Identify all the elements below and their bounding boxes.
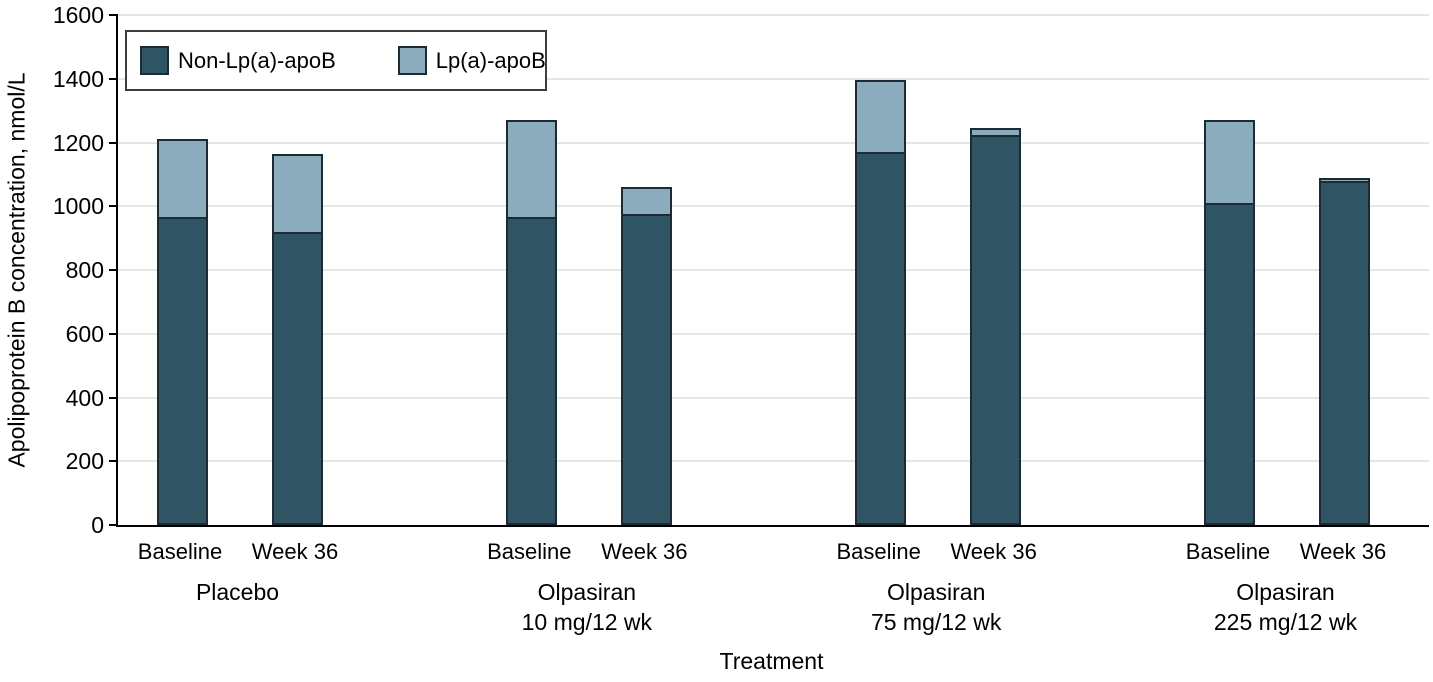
group-label-line1: Placebo [195,579,280,605]
bar-olpasiran-10-mg-12-wk-baseline [505,120,557,525]
y-tick-label-0: 0 [91,512,104,538]
y-tick-label-1400: 1400 [52,65,104,92]
y-tick-1600 [109,14,118,17]
bar-placebo-baseline [156,139,208,525]
y-tick-label-1600: 1600 [52,2,104,28]
bar-segment-non-lpa-apob [158,217,206,523]
y-tick-0 [109,524,118,526]
group-label-line2: 225 mg/12 wk [1213,609,1358,635]
bar-segment-non-lpa-apob [273,231,321,523]
bar-segment-non-lpa-apob [1206,203,1254,523]
bar-olpasiran-75-mg-12-wk-week-36 [970,128,1022,525]
bar-olpasiran-75-mg-12-wk-baseline [855,80,907,525]
bar-placebo-week-36 [271,153,323,525]
y-tick-label-800: 800 [65,257,104,283]
gridline-1000 [118,205,1429,208]
y-tick-1400 [109,77,118,80]
bar-segment-non-lpa-apob [507,217,555,523]
bar-olpasiran-225-mg-12-wk-baseline [1204,120,1256,525]
bar-segment-non-lpa-apob [1321,180,1369,523]
bar-olpasiran-225-mg-12-wk-week-36 [1319,177,1371,525]
legend-label-non-lpa-apob: Non-Lp(a)-apoB [178,47,336,73]
legend-label-lpa-apob: Lp(a)-apoB [435,47,546,73]
bar-x-label: Baseline [1185,539,1271,564]
y-tick-label-1000: 1000 [52,193,104,220]
legend-item-non-lpa-apob: Non-Lp(a)-apoB [140,46,336,75]
group-label-1: Placebo [128,577,348,607]
gridline-200 [118,460,1429,463]
legend: Non-Lp(a)-apoB Lp(a)-apoB [125,30,547,91]
bar-x-label: Baseline [836,539,921,564]
group-label-4: Olpasiran 225 mg/12 wk [1175,577,1395,637]
gridline-600 [118,332,1429,335]
group-label-line1: Olpasiran [537,579,637,605]
bar-x-label: Week 36 [601,539,688,564]
legend-swatch-lpa-apob-icon [397,46,427,75]
y-tick-800 [109,269,118,271]
y-tick-1200 [109,141,118,144]
group-label-3: Olpasiran 75 mg/12 wk [826,577,1046,637]
y-tick-label-200: 200 [65,448,104,475]
y-tick-label-600: 600 [65,320,104,347]
y-tick-label-400: 400 [65,384,104,411]
legend-item-lpa-apob: Lp(a)-apoB [397,46,546,75]
bar-x-label: Week 36 [251,539,339,564]
group-label-line1: Olpasiran [886,579,986,605]
x-axis-title: Treatment [719,648,824,674]
gridline-800 [118,269,1429,271]
bar-segment-non-lpa-apob [972,134,1020,523]
bar-segment-non-lpa-apob [857,152,905,523]
group-label-2: Olpasiran 10 mg/12 wk [477,577,697,637]
y-tick-200 [109,460,118,463]
bar-segment-non-lpa-apob [622,214,670,523]
gridline-1200 [118,141,1429,144]
gridline-400 [118,396,1429,399]
y-tick-1000 [109,205,118,208]
group-label-line2: 75 mg/12 wk [870,609,1002,635]
bar-olpasiran-10-mg-12-wk-week-36 [620,187,672,525]
legend-swatch-non-lpa-apob-icon [140,46,169,75]
y-tick-400 [109,396,118,399]
bar-x-label: Week 36 [950,539,1037,564]
group-label-line2: 10 mg/12 wk [521,609,653,635]
y-tick-600 [109,332,118,335]
y-tick-label-1200: 1200 [52,129,104,156]
bar-x-label: Baseline [137,539,223,564]
plot-area [109,14,1429,527]
bar-x-label: Week 36 [1299,539,1387,564]
group-label-line1: Olpasiran [1236,579,1335,605]
bar-x-label: Baseline [487,539,572,564]
gridline-1600 [118,14,1429,17]
gridline-1400 [118,77,1429,80]
